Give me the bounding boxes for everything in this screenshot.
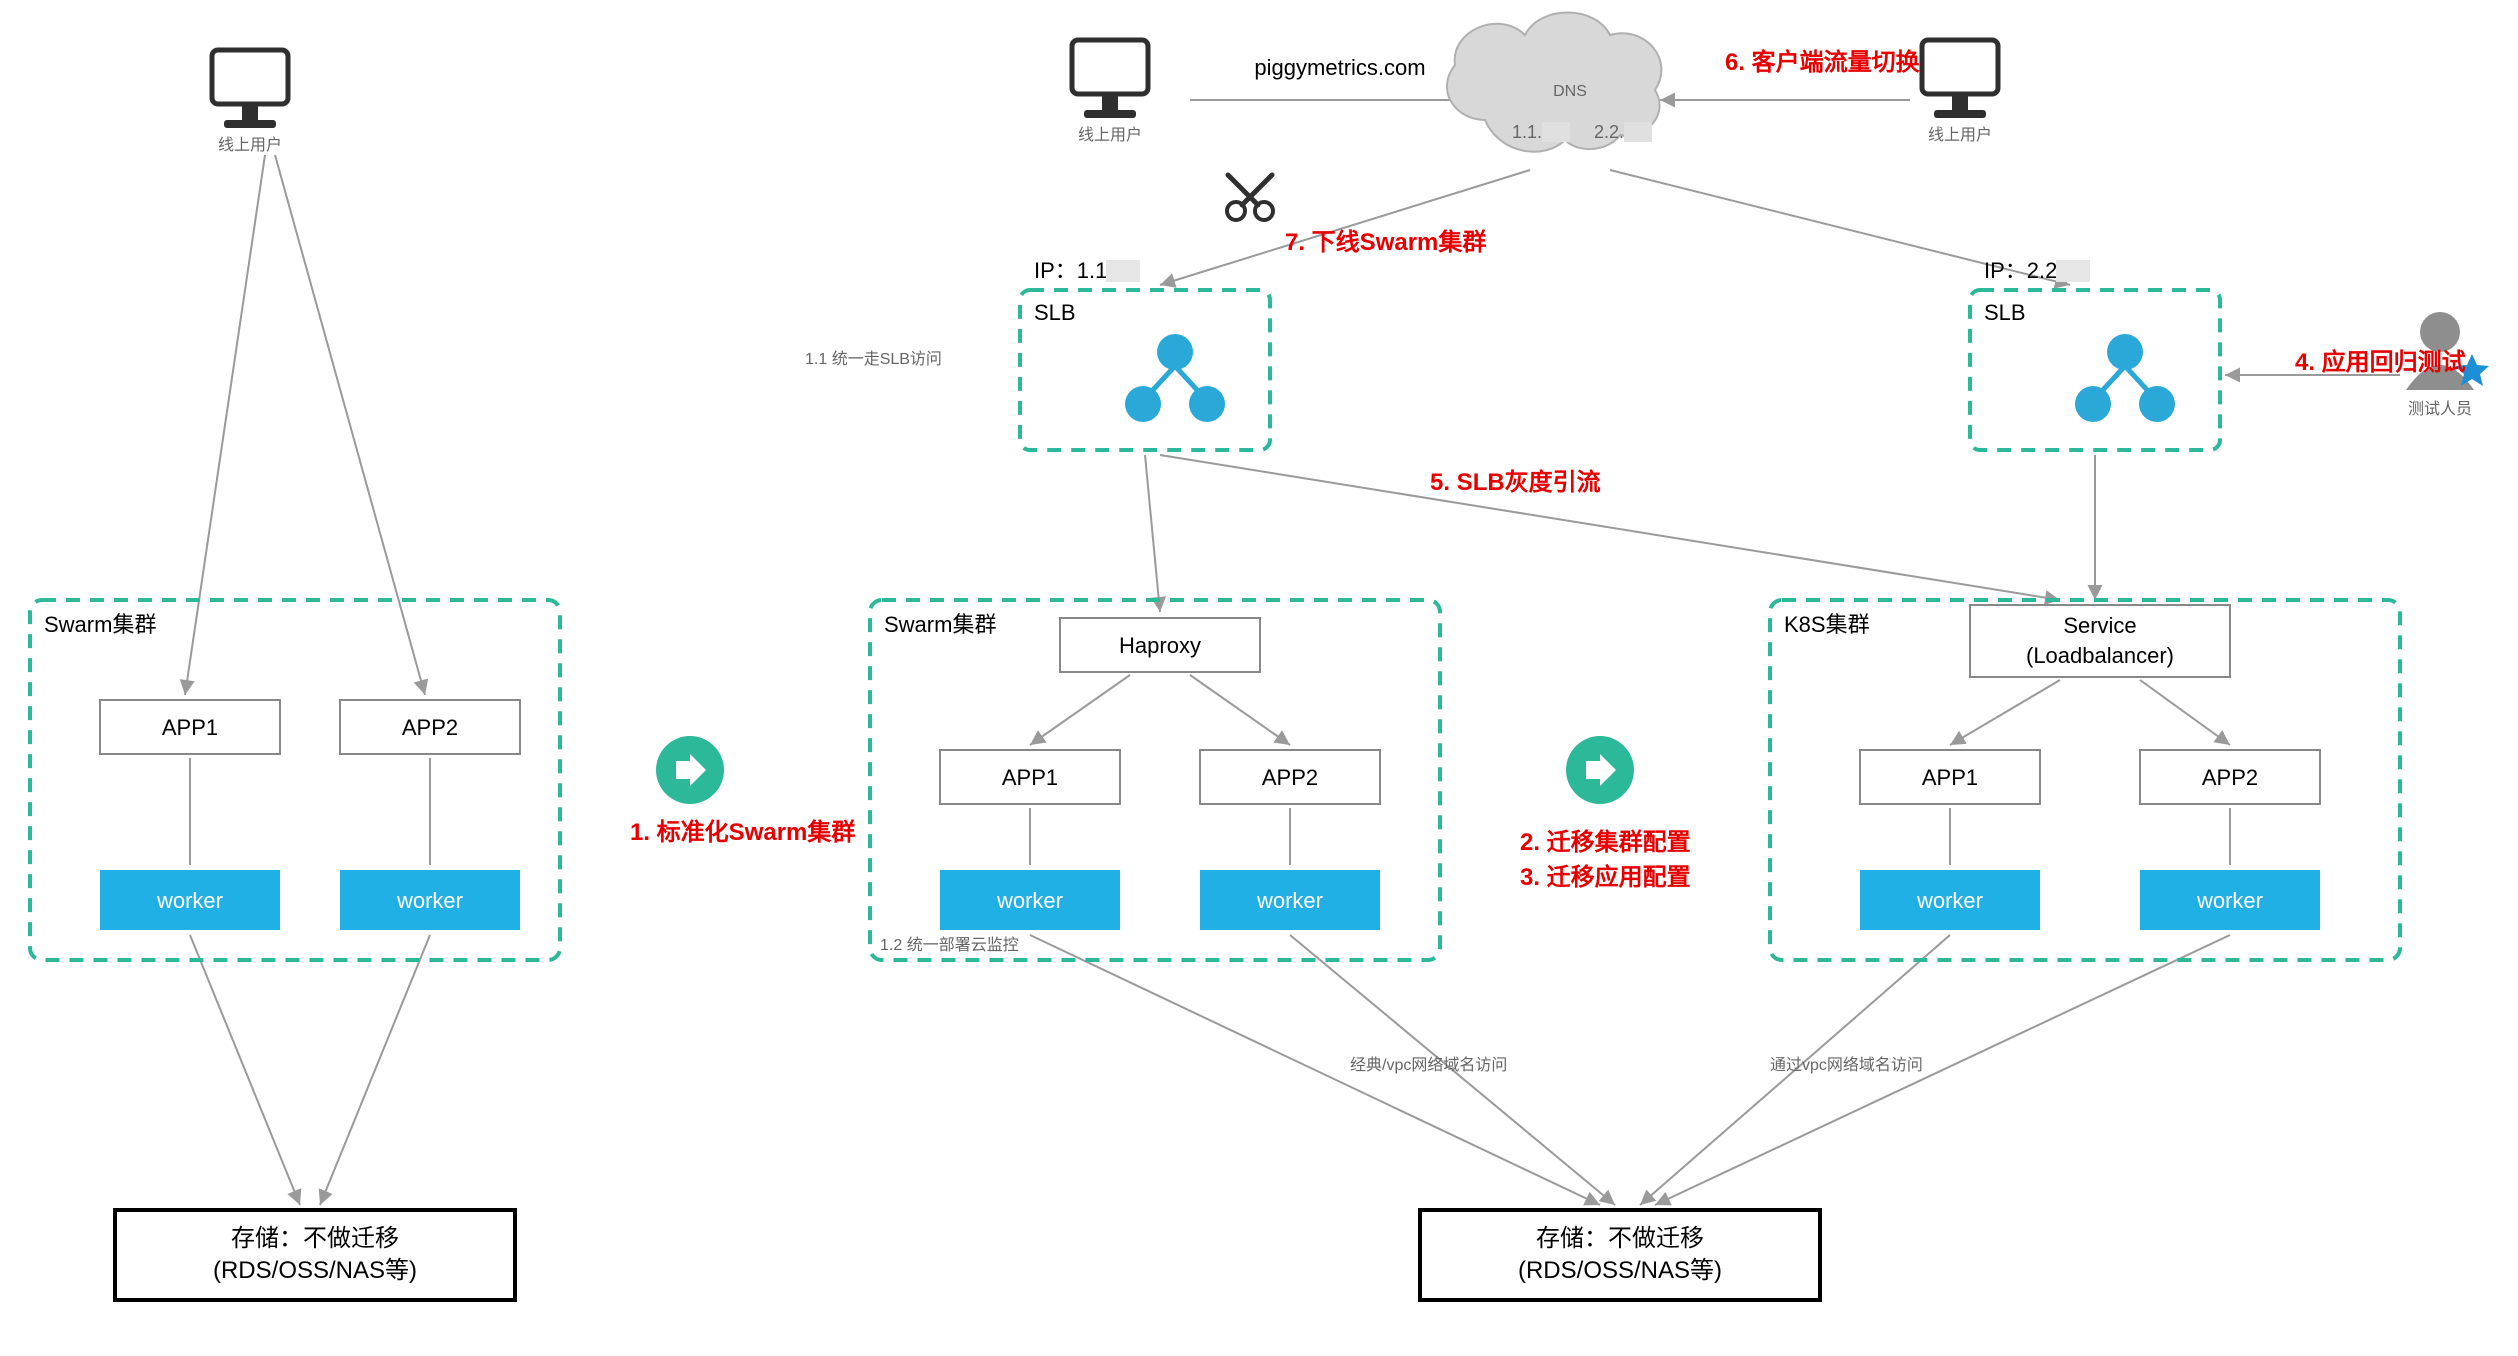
worker-l1-label: worker xyxy=(156,888,223,913)
step-label-r7: 7. 下线Swarm集群 xyxy=(1285,228,1486,256)
dns-ip2: 2.2. xyxy=(1594,122,1624,142)
step-label-r4: 4. 应用回归测试 xyxy=(2295,348,2466,376)
step-label-r6: 6. 客户端流量切换 xyxy=(1725,48,1921,76)
storage-left-l2: (RDS/OSS/NAS等) xyxy=(213,1257,417,1284)
slb-left-title: SLB xyxy=(1034,300,1076,325)
slb-icon xyxy=(2107,334,2143,370)
edge xyxy=(185,155,265,695)
pc-mid-right-label: 线上用户 xyxy=(1928,126,1992,144)
worker-k2-label: worker xyxy=(2196,888,2263,913)
app-left-2-label: APP2 xyxy=(402,715,458,740)
storage-right-l1: 存储：不做迁移 xyxy=(1536,1225,1704,1252)
worker-l2-label: worker xyxy=(396,888,463,913)
storage-right xyxy=(1420,1210,1820,1300)
step-label-r1: 1. 标准化Swarm集群 xyxy=(630,818,855,846)
app-k8s-1-label: APP1 xyxy=(1922,765,1978,790)
tester-icon xyxy=(2420,312,2460,352)
cluster-k8s-title: K8S集群 xyxy=(1784,612,1870,637)
cluster-swarm-left-title: Swarm集群 xyxy=(44,612,156,637)
edge xyxy=(1950,680,2060,745)
worker-k1-label: worker xyxy=(1916,888,1983,913)
worker-m2-label: worker xyxy=(1256,888,1323,913)
pc-left-label: 线上用户 xyxy=(218,136,282,154)
slb-right-ip-blur xyxy=(2056,260,2090,282)
haproxy-box-label: Haproxy xyxy=(1119,633,1201,658)
edge xyxy=(1145,455,1160,612)
edge xyxy=(1030,675,1130,745)
app-k8s-2-label: APP2 xyxy=(2202,765,2258,790)
cluster-swarm-mid-title: Swarm集群 xyxy=(884,612,996,637)
tester-label: 测试人员 xyxy=(2408,400,2472,418)
edge xyxy=(1655,935,2230,1205)
note-n4: 通过vpc网络域名访问 xyxy=(1770,1055,1923,1074)
worker-m1-label: worker xyxy=(996,888,1063,913)
slb-right-ip: IP：2.2. xyxy=(1984,258,2063,283)
edge xyxy=(320,935,430,1205)
slb-left-ip-blur xyxy=(1106,260,1140,282)
dns-ip1: 1.1. xyxy=(1512,122,1542,142)
step-label-r2: 2. 迁移集群配置 xyxy=(1520,828,1691,856)
slb-icon xyxy=(1157,334,1193,370)
k8s-service-box-label1: Service xyxy=(2063,613,2136,638)
storage-right-l2: (RDS/OSS/NAS等) xyxy=(1518,1257,1722,1284)
edge xyxy=(1190,675,1290,745)
storage-left xyxy=(115,1210,515,1300)
diagram-canvas: Swarm集群 Swarm集群 K8S集群 SLB IP：1.1. SLB IP：2.2. A… xyxy=(0,0,2518,1356)
step-label-r3: 3. 迁移应用配置 xyxy=(1520,863,1691,891)
edge xyxy=(275,155,425,695)
note-n3: 经典/vpc网络域名访问 xyxy=(1350,1055,1507,1074)
app-left-1-label: APP1 xyxy=(162,715,218,740)
pc-mid-left-label: 线上用户 xyxy=(1078,126,1142,144)
slb-right-title: SLB xyxy=(1984,300,2026,325)
note-n1: 1.1 统一走SLB访问 xyxy=(805,350,942,368)
edge xyxy=(1030,935,1600,1205)
k8s-service-box-label2: (Loadbalancer) xyxy=(2026,643,2174,668)
note-n2: 1.2 统一部署云监控 xyxy=(880,936,1019,954)
app-mid-2-label: APP2 xyxy=(1262,765,1318,790)
app-mid-1-label: APP1 xyxy=(1002,765,1058,790)
dns-label: DNS xyxy=(1553,83,1587,100)
edge xyxy=(1160,170,1530,285)
edge xyxy=(190,935,300,1205)
pc-mid-right-monitor xyxy=(1922,40,1998,94)
edge xyxy=(2140,680,2230,745)
slb-left-ip: IP：1.1. xyxy=(1034,258,1113,283)
storage-left-l1: 存储：不做迁移 xyxy=(231,1225,399,1252)
dns-domain: piggymetrics.com xyxy=(1254,55,1425,80)
pc-left-monitor xyxy=(212,50,288,104)
step-label-r5: 5. SLB灰度引流 xyxy=(1430,468,1601,496)
pc-mid-left-monitor xyxy=(1072,40,1148,94)
edge xyxy=(1160,455,2060,600)
